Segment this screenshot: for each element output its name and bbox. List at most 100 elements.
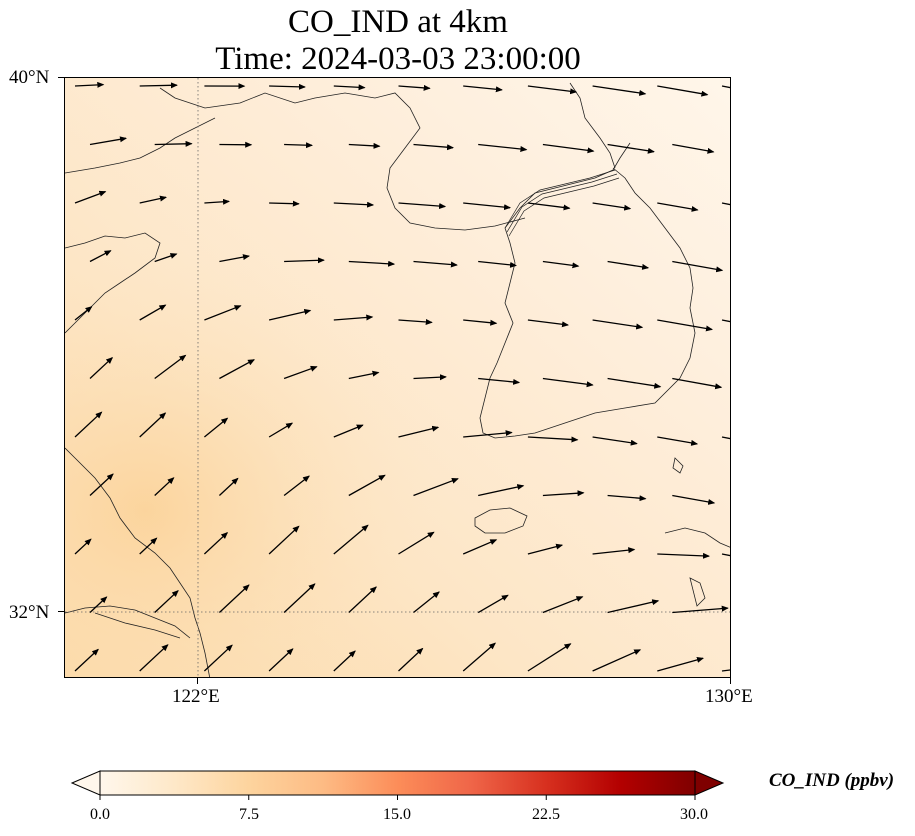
wind-vector — [203, 417, 229, 438]
wind-vector — [462, 539, 498, 555]
lon-label-130e: 130°E — [705, 686, 753, 707]
wind-vector — [269, 83, 306, 90]
lat-label-32n: 32°N — [9, 602, 50, 623]
wind-vector — [672, 494, 716, 505]
lon-label-122e: 122°E — [172, 686, 220, 707]
map-panel — [64, 77, 731, 678]
map-title: CO_IND at 4km — [288, 4, 508, 40]
lat-tick-40n — [58, 77, 64, 78]
wind-vector — [478, 143, 528, 152]
wind-vector — [607, 494, 647, 502]
wind-vector — [398, 425, 440, 438]
wind-vector — [527, 85, 578, 95]
wind-vector — [333, 201, 375, 208]
wind-vector — [74, 190, 107, 204]
lat-tick-32n — [58, 611, 64, 612]
wind-vector — [657, 436, 699, 446]
wind-vector — [398, 84, 431, 91]
colorbar-extend-min — [70, 770, 101, 796]
wind-vector — [542, 260, 580, 269]
wind-vector — [413, 591, 440, 614]
wind-vector — [348, 474, 386, 497]
wind-vector — [333, 84, 366, 91]
lon-tick-130e — [730, 678, 731, 684]
wind-vector — [219, 254, 250, 263]
wind-vector — [139, 195, 167, 204]
wind-vector — [348, 142, 381, 149]
wind-vector — [657, 552, 710, 559]
colorbar — [70, 770, 725, 815]
gridlines — [65, 78, 730, 677]
map-canvas — [65, 78, 730, 677]
wind-vector — [74, 306, 93, 321]
wind-vector — [268, 308, 312, 321]
colorbar-gradient — [99, 770, 696, 796]
wind-vector — [89, 357, 114, 379]
wind-vector — [463, 202, 511, 211]
wind-vector — [333, 314, 374, 321]
wind-vector — [463, 85, 503, 93]
colorbar-tick-4: 30.0 — [680, 806, 708, 823]
wind-vector — [413, 478, 459, 497]
wind-vector — [672, 377, 723, 390]
wind-vector — [527, 543, 564, 555]
wind-vector — [348, 586, 377, 613]
wind-vector — [657, 85, 709, 97]
wind-vector — [268, 525, 300, 555]
wind-vector — [527, 319, 569, 328]
wind-vector — [413, 143, 454, 151]
wind-vector — [204, 198, 230, 205]
wind-vector — [463, 319, 498, 326]
wind-vector — [462, 642, 496, 672]
wind-vector — [348, 260, 396, 267]
wind-vector — [592, 202, 632, 211]
wind-vector — [283, 365, 318, 380]
wind-vector — [154, 140, 193, 147]
wind-vector — [74, 648, 99, 672]
wind-vector — [74, 81, 105, 88]
wind-vector — [657, 657, 704, 672]
map-subtitle-time: Time: 2024-03-03 23:00:00 — [215, 41, 581, 77]
wind-vector — [592, 436, 638, 446]
wind-vector — [218, 584, 250, 613]
wind-vector — [89, 596, 108, 613]
wind-vector — [721, 436, 730, 440]
wind-vector — [203, 644, 233, 672]
wind-vector — [139, 304, 167, 321]
wind-vector — [269, 200, 300, 207]
wind-vector — [139, 82, 178, 89]
colorbar-extend-max — [694, 770, 725, 796]
wind-vector — [527, 643, 572, 672]
wind-vector — [592, 547, 636, 555]
wind-vector — [398, 318, 433, 325]
wind-vector — [721, 669, 730, 672]
wind-vector — [527, 436, 579, 443]
wind-vector — [478, 484, 525, 497]
wind-vector — [154, 253, 178, 263]
wind-vector — [478, 260, 517, 268]
lat-label-40n: 40°N — [9, 67, 50, 88]
wind-vector — [89, 136, 127, 146]
wind-vector — [219, 359, 255, 380]
wind-vector — [657, 319, 713, 332]
wind-vector — [463, 430, 513, 438]
wind-vector — [203, 532, 229, 555]
wind-vector — [527, 202, 571, 211]
wind-vector — [333, 650, 356, 672]
wind-vector — [478, 377, 521, 385]
wind-vector — [89, 250, 112, 263]
wind-vector — [413, 260, 458, 268]
wind-vector — [657, 202, 699, 212]
wind-vector — [413, 374, 447, 381]
wind-vector — [74, 411, 103, 438]
wind-vector — [607, 599, 660, 614]
lon-tick-122e — [197, 678, 198, 684]
wind-vector — [542, 596, 584, 614]
wind-vector — [348, 370, 380, 380]
wind-vector — [398, 647, 424, 672]
colorbar-tick-3: 22.5 — [532, 806, 560, 823]
wind-vector — [154, 477, 175, 496]
wind-vector — [268, 648, 294, 672]
wind-vectors — [74, 81, 730, 672]
colorbar-label: CO_IND (ppbv) — [769, 770, 895, 791]
